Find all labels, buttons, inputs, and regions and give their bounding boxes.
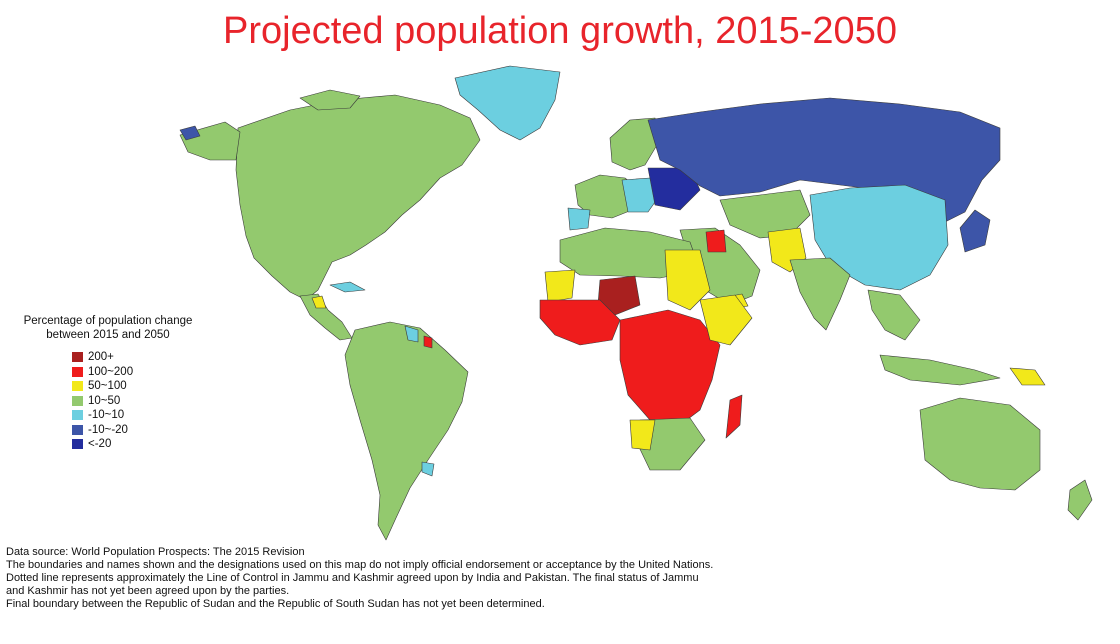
region-greenland: [454, 65, 561, 141]
region-indonesia: [879, 354, 1001, 386]
footnote-line: Dotted line represents approximately the…: [6, 572, 699, 584]
legend-label: 50~100: [88, 380, 127, 393]
region-japan: [959, 209, 991, 253]
region-caribbean: [329, 281, 366, 293]
region-iberia: [567, 207, 591, 231]
region-central-asia: [719, 189, 811, 239]
region-namibia-botswana: [629, 419, 656, 451]
region-french-guiana: [423, 335, 433, 349]
legend-title: Percentage of population change between …: [23, 315, 193, 341]
legend: Percentage of population change between …: [8, 314, 208, 452]
legend-swatch: [72, 424, 83, 435]
region-central-europe: [621, 177, 661, 213]
region-guatemala-honduras: [311, 295, 327, 309]
footnote-line: Final boundary between the Republic of S…: [6, 598, 545, 610]
region-north-america: [235, 94, 481, 301]
legend-item: -10~-20: [72, 423, 208, 438]
region-sahel-yellow: [544, 269, 576, 303]
legend-label: 100~200: [88, 365, 134, 378]
footnotes: Data source: World Population Prospects:…: [6, 546, 1106, 611]
legend-swatch: [72, 410, 83, 421]
region-arctic-islands: [299, 89, 361, 111]
region-horn-of-africa: [699, 294, 753, 346]
legend-item: 100~200: [72, 365, 208, 380]
region-central-africa: [619, 309, 721, 426]
legend-item: -10~10: [72, 408, 208, 423]
legend-label: -10~-20: [88, 423, 128, 436]
region-india: [789, 257, 851, 331]
region-australia: [919, 397, 1041, 491]
legend-swatch: [72, 395, 83, 406]
region-madagascar: [725, 394, 743, 439]
legend-item: 200+: [72, 350, 208, 365]
region-uruguay: [421, 461, 435, 477]
legend-item: 50~100: [72, 379, 208, 394]
region-guiana: [404, 325, 419, 343]
region-southeast-asia: [867, 289, 921, 341]
legend-swatch: [72, 352, 83, 363]
legend-label: 10~50: [88, 394, 121, 407]
legend-item: <-20: [72, 437, 208, 452]
legend-items: 200+ 100~200 50~100 10~50 -10~10 -10~-20 <-20: [72, 350, 208, 452]
legend-label: -10~10: [88, 409, 125, 422]
footnote-line: and Kashmir has not yet been agreed upon…: [6, 585, 290, 597]
legend-swatch: [72, 439, 83, 450]
legend-swatch: [72, 366, 83, 377]
region-west-africa: [539, 299, 621, 346]
region-central-america: [299, 293, 353, 341]
legend-item: 10~50: [72, 394, 208, 409]
legend-swatch: [72, 381, 83, 392]
region-iceland: [179, 125, 201, 141]
legend-label: 200+: [88, 351, 114, 364]
map-title: Projected population growth, 2015-2050: [223, 10, 897, 52]
region-south-america: [344, 321, 469, 541]
footnote-line: Data source: World Population Prospects:…: [6, 546, 305, 558]
region-iraq: [705, 229, 727, 253]
legend-label: <-20: [88, 438, 112, 451]
region-papua-new-guinea: [1009, 367, 1046, 386]
region-new-zealand: [1067, 479, 1093, 521]
region-scandinavia: [609, 117, 661, 171]
region-china: [809, 184, 949, 291]
footnote-line: The boundaries and names shown and the d…: [6, 559, 714, 571]
